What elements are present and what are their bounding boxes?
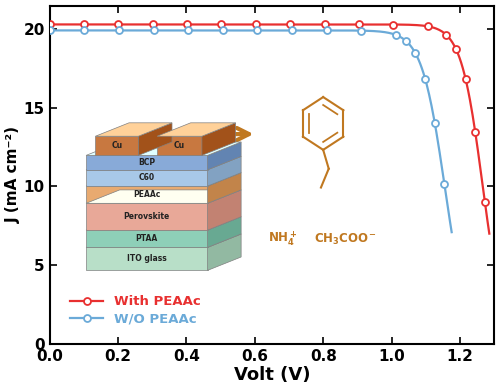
Legend: With PEAAc, W/O PEAAc: With PEAAc, W/O PEAAc (65, 290, 206, 330)
X-axis label: Volt (V): Volt (V) (234, 367, 310, 385)
Y-axis label: J (mA cm⁻²): J (mA cm⁻²) (6, 126, 20, 223)
